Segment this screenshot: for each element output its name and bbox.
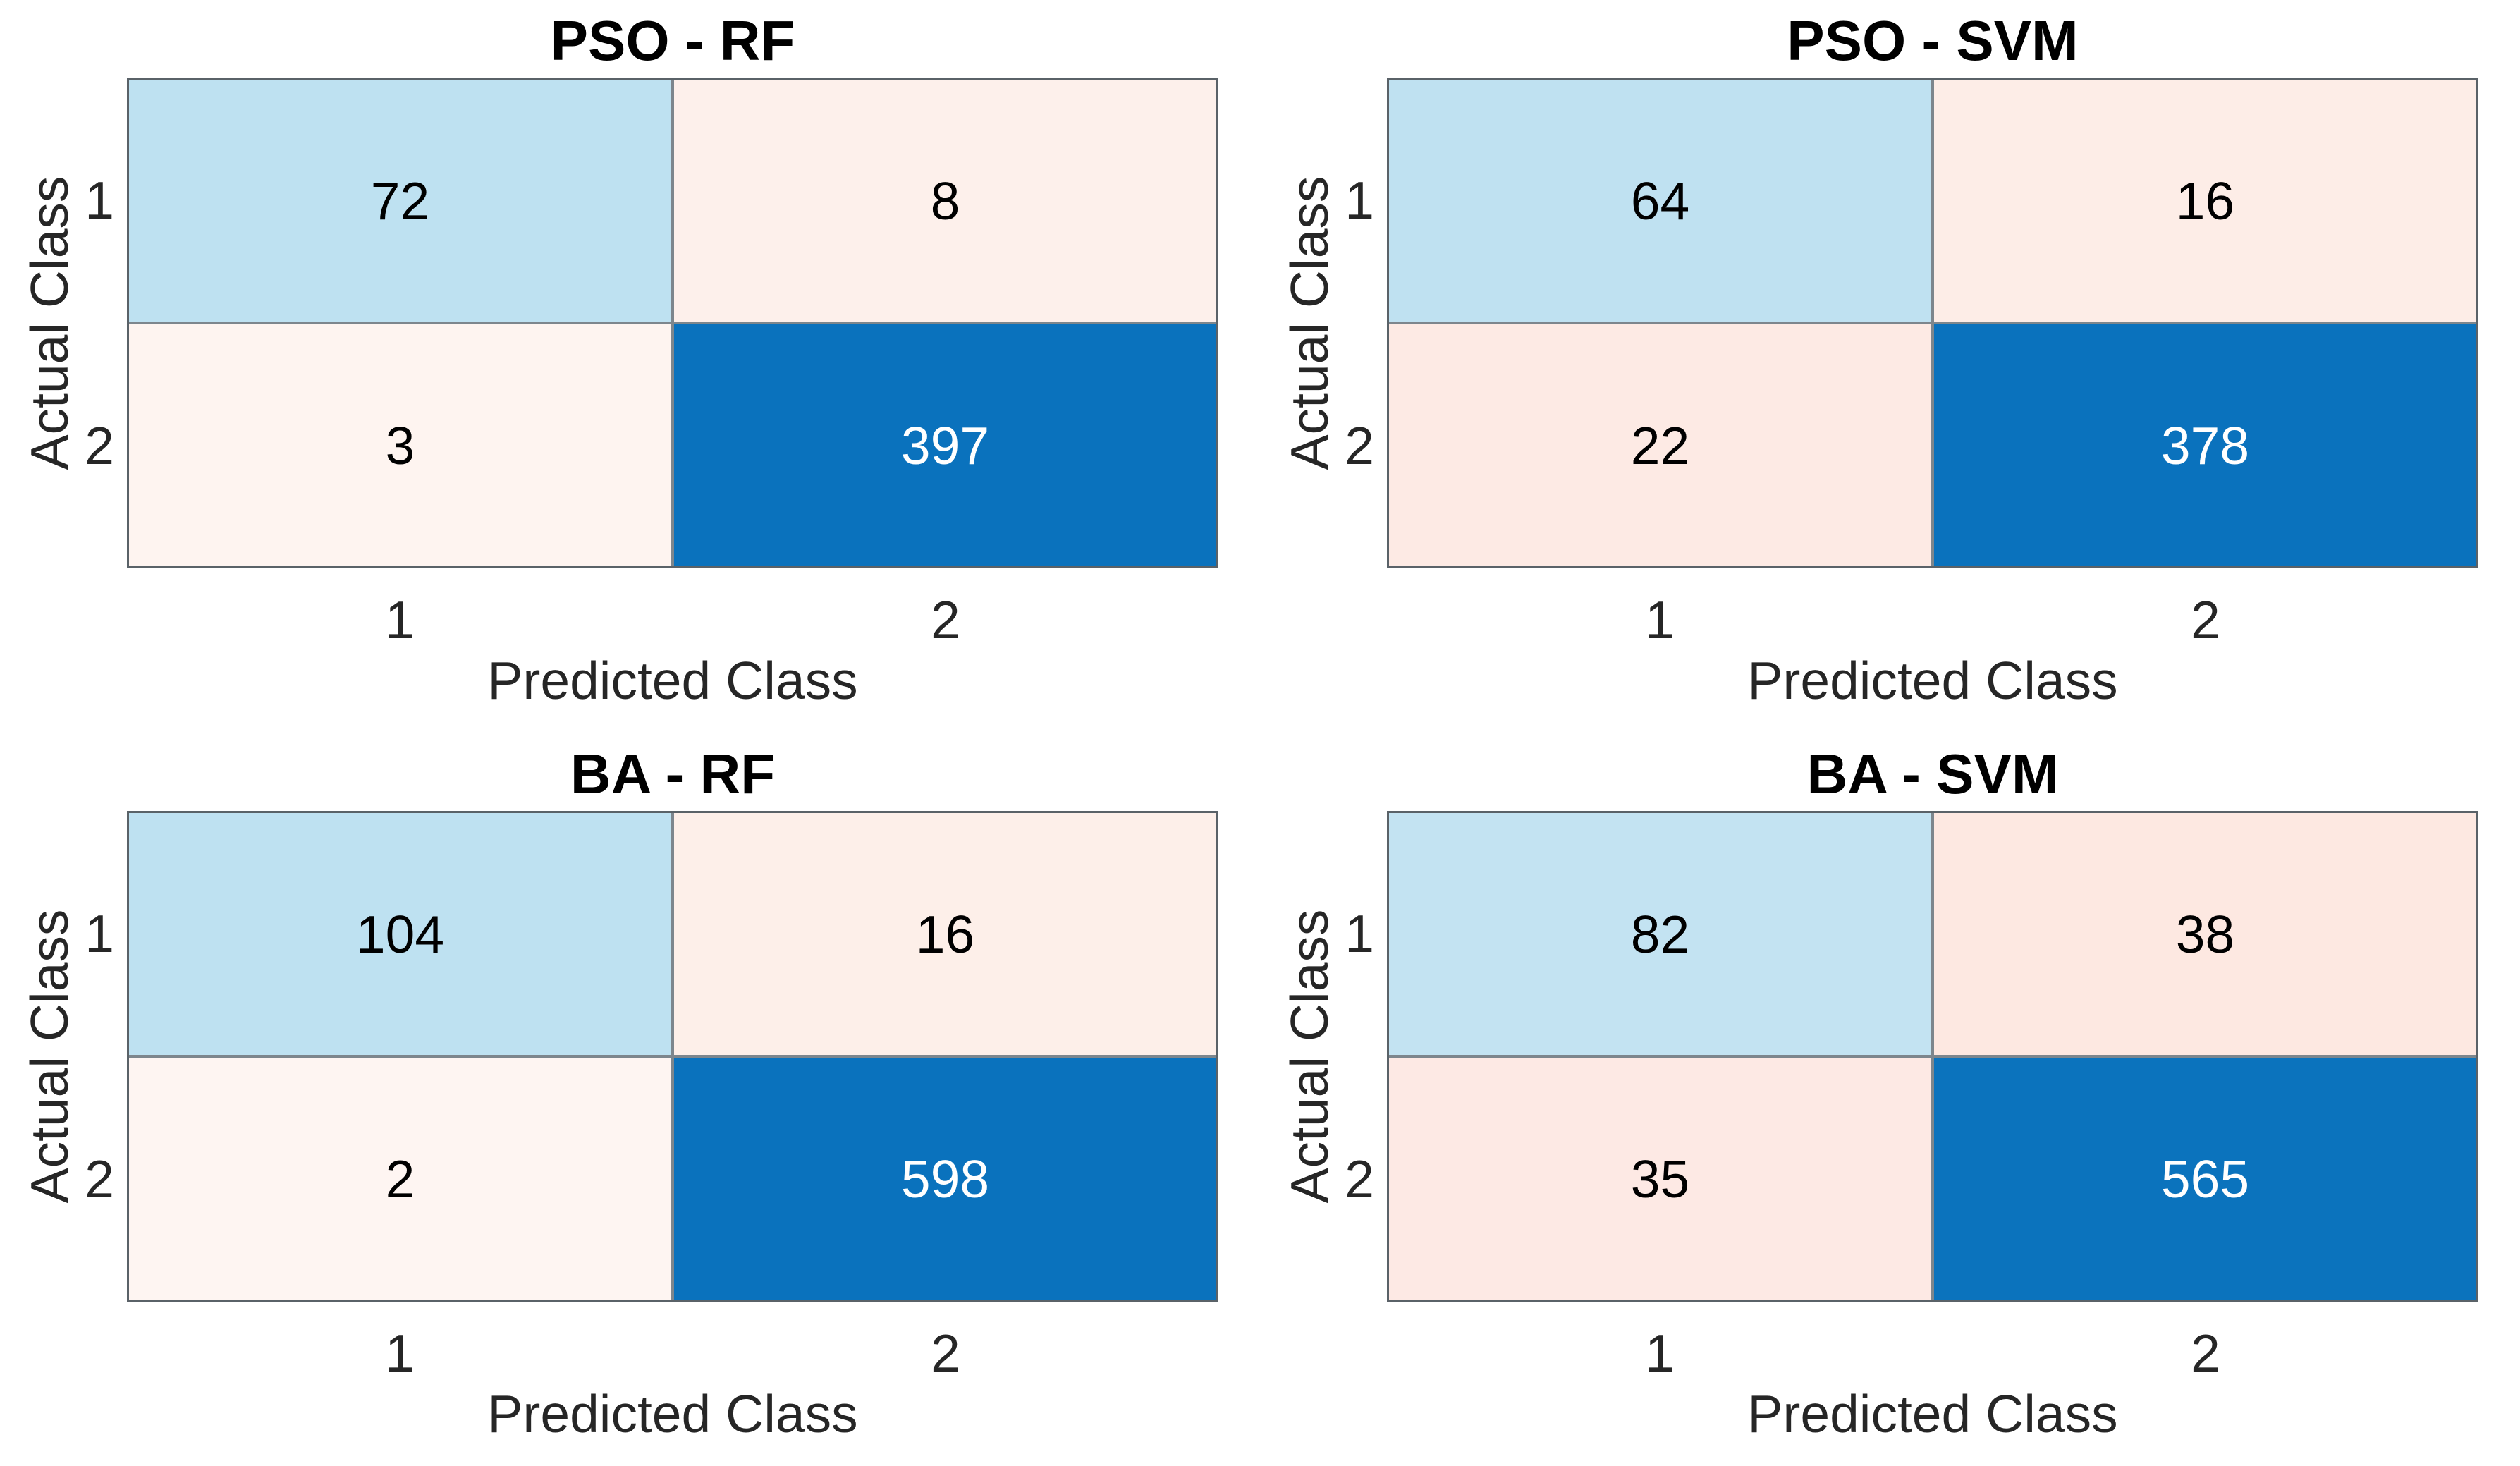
y-tick-label: 2 bbox=[85, 1149, 114, 1209]
x-axis-label: Predicted Class bbox=[487, 1384, 858, 1443]
x-axis-label: Predicted Class bbox=[1747, 651, 2118, 710]
x-tick-label: 2 bbox=[931, 590, 960, 649]
panel-ba-svm: BA - SVM Actual Class 1 2 82 38 35 565 1… bbox=[1260, 733, 2520, 1466]
confusion-matrix: 64 16 22 378 bbox=[1387, 78, 2478, 568]
matrix-cell: 397 bbox=[674, 324, 1216, 566]
x-tick-label: 1 bbox=[385, 1324, 415, 1383]
x-tick-label: 1 bbox=[385, 590, 415, 649]
y-tick-label: 1 bbox=[85, 904, 114, 963]
matrix-cell: 378 bbox=[1934, 324, 2476, 566]
panel-ba-rf: BA - RF Actual Class 1 2 104 16 2 598 1 … bbox=[0, 733, 1260, 1466]
matrix-cell: 8 bbox=[674, 80, 1216, 322]
chart-title: BA - SVM bbox=[1806, 743, 2059, 805]
y-tick-label: 1 bbox=[1345, 171, 1374, 230]
chart-title: PSO - RF bbox=[550, 9, 795, 72]
x-tick-label: 2 bbox=[2191, 1324, 2220, 1383]
x-tick-label: 1 bbox=[1645, 590, 1675, 649]
y-tick-label: 1 bbox=[1345, 904, 1374, 963]
x-axis-label: Predicted Class bbox=[1747, 1384, 2118, 1443]
confusion-matrix: 82 38 35 565 bbox=[1387, 811, 2478, 1302]
y-tick-label: 2 bbox=[85, 416, 114, 475]
matrix-cell: 3 bbox=[129, 324, 671, 566]
matrix-cell: 72 bbox=[129, 80, 671, 322]
matrix-cell: 2 bbox=[129, 1058, 671, 1300]
chart-title: PSO - SVM bbox=[1787, 9, 2079, 72]
x-tick-label: 2 bbox=[931, 1324, 960, 1383]
confusion-matrix: 72 8 3 397 bbox=[127, 78, 1218, 568]
matrix-cell: 64 bbox=[1389, 80, 1931, 322]
matrix-cell: 22 bbox=[1389, 324, 1931, 566]
x-axis-label: Predicted Class bbox=[487, 651, 858, 710]
matrix-cell: 565 bbox=[1934, 1058, 2476, 1300]
chart-title: BA - RF bbox=[570, 743, 776, 805]
x-tick-label: 2 bbox=[2191, 590, 2220, 649]
y-tick-label: 2 bbox=[1345, 416, 1374, 475]
y-tick-label: 1 bbox=[85, 171, 114, 230]
x-tick-label: 1 bbox=[1645, 1324, 1675, 1383]
matrix-cell: 104 bbox=[129, 813, 671, 1055]
matrix-cell: 38 bbox=[1934, 813, 2476, 1055]
matrix-cell: 598 bbox=[674, 1058, 1216, 1300]
matrix-cell: 16 bbox=[674, 813, 1216, 1055]
matrix-cell: 16 bbox=[1934, 80, 2476, 322]
confusion-matrix: 104 16 2 598 bbox=[127, 811, 1218, 1302]
matrix-cell: 82 bbox=[1389, 813, 1931, 1055]
panel-pso-svm: PSO - SVM Actual Class 1 2 64 16 22 378 … bbox=[1260, 0, 2520, 733]
panel-pso-rf: PSO - RF Actual Class 1 2 72 8 3 397 1 2… bbox=[0, 0, 1260, 733]
y-tick-label: 2 bbox=[1345, 1149, 1374, 1209]
matrix-cell: 35 bbox=[1389, 1058, 1931, 1300]
